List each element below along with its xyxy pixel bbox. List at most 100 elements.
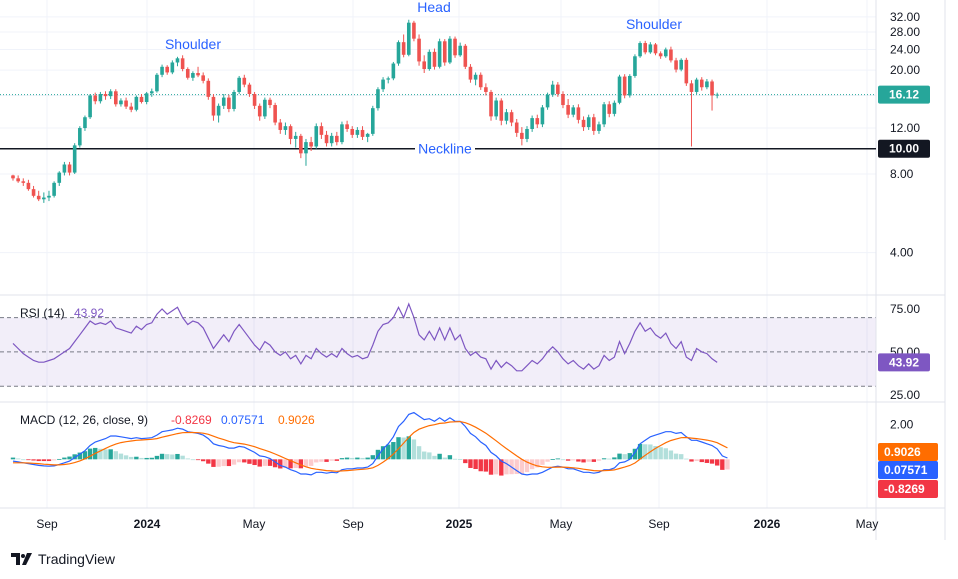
macd-histogram-bar bbox=[586, 459, 591, 462]
candle-body bbox=[355, 129, 360, 135]
candle-body bbox=[458, 45, 462, 56]
candle-body bbox=[242, 77, 247, 85]
macd-badge-background bbox=[878, 443, 938, 461]
macd-histogram-bar bbox=[504, 459, 509, 475]
rsi-value-badge-background bbox=[878, 353, 930, 372]
candle-body bbox=[566, 105, 570, 115]
macd-histogram-bar bbox=[293, 459, 298, 468]
candle-body bbox=[314, 126, 319, 147]
macd-histogram-bar bbox=[206, 459, 211, 464]
candle-body bbox=[412, 22, 416, 39]
neckline-label: Neckline bbox=[418, 141, 472, 157]
time-tick-label: Sep bbox=[648, 517, 670, 531]
candle-body bbox=[345, 124, 349, 129]
macd-histogram-bar bbox=[452, 458, 458, 460]
rsi-tick-label: 25.00 bbox=[890, 388, 920, 402]
neckline-price-badge-background bbox=[878, 139, 930, 158]
macd-histogram-bar bbox=[288, 459, 293, 469]
macd-histogram-bar bbox=[195, 459, 201, 461]
candle-body bbox=[520, 132, 524, 139]
macd-histogram-bar bbox=[663, 448, 668, 460]
macd-histogram-bar bbox=[267, 459, 273, 466]
candle-body bbox=[155, 74, 159, 92]
macd-histogram-bar bbox=[226, 459, 232, 467]
candle-body bbox=[47, 195, 51, 198]
macd-histogram-bar bbox=[411, 439, 417, 460]
macd-histogram-bar bbox=[473, 459, 478, 470]
macd-histogram-bar bbox=[303, 459, 309, 467]
candle-body bbox=[381, 79, 385, 90]
candle-body bbox=[93, 95, 98, 102]
macd-histogram-bar bbox=[555, 458, 561, 460]
candle-body bbox=[576, 107, 581, 120]
candle-body bbox=[663, 49, 668, 57]
candle-body bbox=[617, 76, 622, 103]
macd-histogram-bar bbox=[350, 457, 355, 460]
macd-histogram-bar bbox=[21, 459, 26, 461]
rsi-line bbox=[12, 302, 718, 372]
candle-body bbox=[335, 135, 339, 143]
candle-body bbox=[468, 66, 473, 80]
macd-histogram-bar bbox=[180, 455, 185, 460]
macd-histogram-bar bbox=[391, 442, 396, 460]
macd-histogram-bar bbox=[139, 457, 144, 460]
macd-histogram-bar bbox=[15, 458, 21, 460]
macd-histogram-bar bbox=[699, 459, 704, 463]
candle-body bbox=[119, 100, 123, 105]
macd-signal-line bbox=[13, 420, 728, 472]
macd-histogram-bar bbox=[720, 459, 725, 470]
candle-body bbox=[406, 22, 411, 55]
macd-histogram-bar bbox=[483, 459, 489, 472]
last-price-badge: 16.12 bbox=[878, 85, 930, 104]
neckline-price-badge: 10.00 bbox=[878, 139, 930, 158]
time-tick-label: 2024 bbox=[134, 517, 161, 531]
macd-histogram-bar bbox=[694, 459, 699, 462]
macd-hist-value-label: -0.8269 bbox=[171, 413, 212, 427]
macd-histogram-bar bbox=[51, 459, 57, 461]
macd-badge-background bbox=[878, 480, 938, 498]
candle-body bbox=[376, 89, 380, 109]
macd-histogram-bar bbox=[519, 459, 525, 475]
candle-body bbox=[628, 75, 632, 96]
tradingview-logo: TradingView bbox=[11, 551, 116, 567]
macd-histogram-bar bbox=[432, 455, 437, 460]
candle-body bbox=[401, 42, 406, 55]
macd-histogram-bar bbox=[113, 451, 118, 460]
candle-body bbox=[540, 107, 545, 125]
macd-histogram-bar bbox=[149, 457, 154, 460]
macd-histogram-bar bbox=[380, 446, 386, 460]
candle-body bbox=[293, 135, 298, 139]
macd-histogram-bar bbox=[627, 453, 632, 460]
candle-body bbox=[36, 195, 41, 200]
candle-body bbox=[319, 126, 324, 135]
macd-histogram-bar bbox=[87, 448, 93, 460]
candle-body bbox=[653, 44, 658, 54]
macd-histogram-bar bbox=[103, 449, 108, 460]
macd-histogram-bar bbox=[571, 459, 576, 461]
candle-body bbox=[299, 135, 303, 154]
last-price-badge-background bbox=[878, 85, 930, 104]
candle-body bbox=[232, 91, 236, 109]
candle-body bbox=[448, 38, 452, 63]
macd-histogram-bar bbox=[175, 453, 180, 460]
macd-histogram-bar bbox=[98, 448, 103, 460]
annotation-head: Head bbox=[417, 0, 450, 15]
macd-histogram-bar bbox=[427, 452, 432, 460]
macd-histogram-bar bbox=[447, 455, 453, 460]
macd-histogram-bar bbox=[298, 459, 304, 469]
candle-body bbox=[139, 96, 144, 103]
macd-histogram-bar bbox=[216, 459, 221, 467]
candle-body bbox=[72, 145, 77, 173]
candle-body bbox=[715, 94, 719, 96]
candle-body bbox=[180, 58, 185, 70]
candle-body bbox=[607, 104, 612, 114]
candle-body bbox=[257, 105, 262, 117]
candle-body bbox=[227, 97, 231, 109]
macd-badge-text: -0.8269 bbox=[884, 482, 925, 496]
candle-body bbox=[365, 133, 370, 137]
macd-histogram-bar bbox=[689, 459, 694, 462]
macd-histogram-bar bbox=[565, 459, 571, 461]
candle-body bbox=[658, 53, 663, 57]
candle-body bbox=[252, 94, 257, 106]
macd-histogram-bar bbox=[437, 453, 442, 460]
